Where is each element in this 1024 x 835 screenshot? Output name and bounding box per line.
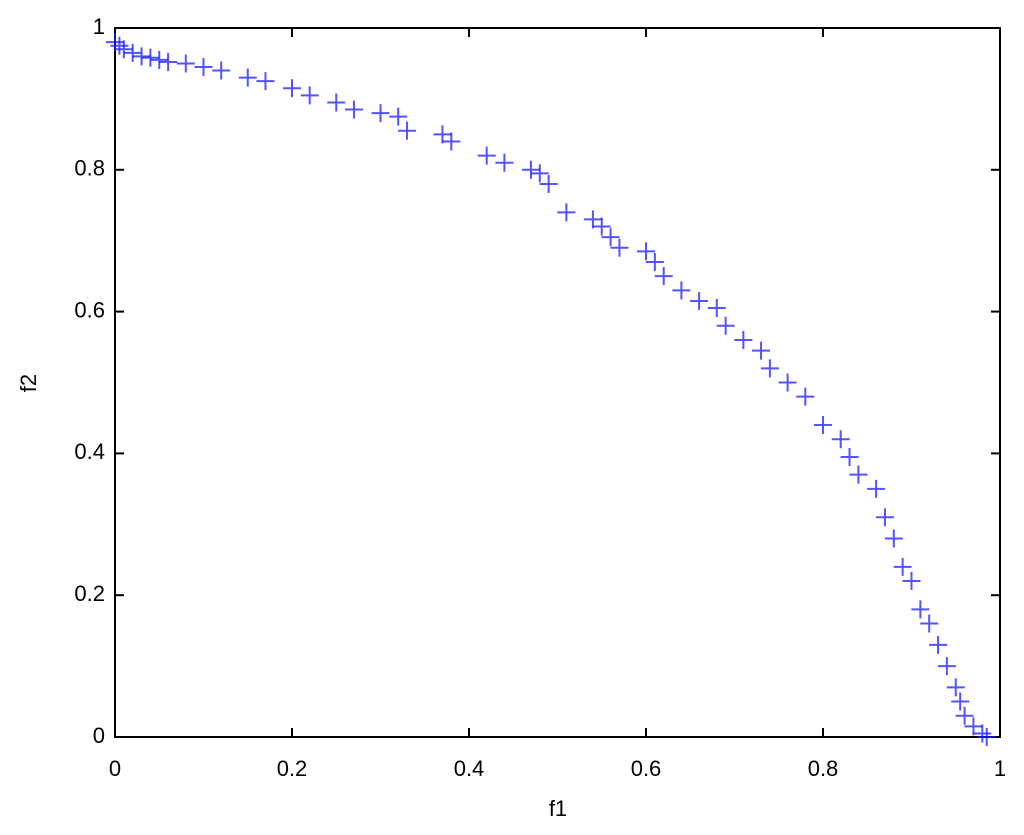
scatter-point (884, 529, 903, 548)
scatter-point (557, 203, 576, 222)
scatter-point (601, 228, 620, 247)
scatter-point (840, 447, 859, 466)
scatter-point (123, 43, 142, 62)
y-tick-label: 1 (93, 14, 105, 39)
scatter-point (760, 359, 779, 378)
scatter-point (716, 316, 735, 335)
x-tick-label: 0.4 (454, 756, 485, 781)
scatter-point (977, 728, 996, 746)
scatter-point (389, 107, 408, 126)
x-tick-label: 0.8 (808, 756, 839, 781)
scatter-point (902, 572, 921, 591)
y-tick-label: 0.8 (74, 156, 105, 181)
scatter-point (530, 164, 549, 183)
x-tick-label: 0.6 (631, 756, 662, 781)
x-tick-label: 0 (109, 756, 121, 781)
scatter-point (973, 724, 992, 743)
scatter-point (477, 146, 496, 165)
scatter-point (539, 174, 558, 193)
scatter-point (951, 692, 970, 711)
x-tick-label: 0.2 (277, 756, 308, 781)
scatter-point (610, 238, 629, 257)
scatter-point (929, 635, 948, 654)
scatter-point (150, 50, 169, 69)
scatter-point (946, 678, 965, 697)
scatter-point (592, 217, 611, 236)
y-tick-label: 0.2 (74, 581, 105, 606)
x-axis-label: f1 (549, 796, 567, 821)
scatter-point (645, 252, 664, 271)
scatter-point (521, 160, 540, 179)
scatter-point (114, 40, 133, 59)
scatter-point (159, 53, 178, 72)
scatter-point (212, 61, 231, 80)
plot-frame (114, 27, 1001, 738)
scatter-point (442, 132, 461, 151)
scatter-point (734, 330, 753, 349)
scatter-point (300, 86, 319, 105)
scatter-point (495, 153, 514, 172)
scatter-point (778, 373, 797, 392)
scatter-point (106, 33, 124, 52)
scatter-point (955, 706, 974, 725)
scatter-point (327, 93, 346, 112)
scatter-point (920, 614, 939, 633)
scatter-point (371, 104, 390, 123)
scatter-point (796, 387, 815, 406)
scatter-point (583, 210, 602, 229)
scatter-point (672, 281, 691, 300)
y-axis-label: f2 (16, 374, 41, 392)
scatter-point (964, 717, 983, 736)
scatter-point (893, 557, 912, 576)
scatter-point (752, 341, 771, 360)
scatter-point (831, 430, 850, 449)
scatter-point (256, 72, 275, 91)
scatter-point (637, 242, 655, 261)
scatter-point (707, 299, 726, 318)
scatter-point (849, 465, 868, 484)
scatter-point (283, 79, 301, 98)
scatter-point (141, 48, 160, 67)
x-tick-label: 1 (994, 756, 1006, 781)
y-tick-label: 0 (93, 723, 105, 748)
scatter-point (867, 479, 886, 498)
scatter-point (875, 508, 894, 527)
scatter-point (911, 600, 930, 619)
scatter-point (132, 47, 151, 66)
scatter-point (176, 54, 195, 73)
scatter-point (110, 36, 129, 55)
y-tick-label: 0.6 (74, 297, 105, 322)
scatter-point (654, 267, 673, 286)
scatter-point (344, 100, 363, 119)
scatter-point (433, 125, 452, 144)
scatter-point (937, 657, 956, 676)
scatter-point (690, 291, 709, 310)
scatter-point (238, 68, 257, 87)
y-tick-label: 0.4 (74, 439, 105, 464)
scatter-point (194, 57, 213, 76)
scatter-point (398, 121, 417, 140)
scatter-point (814, 416, 832, 435)
